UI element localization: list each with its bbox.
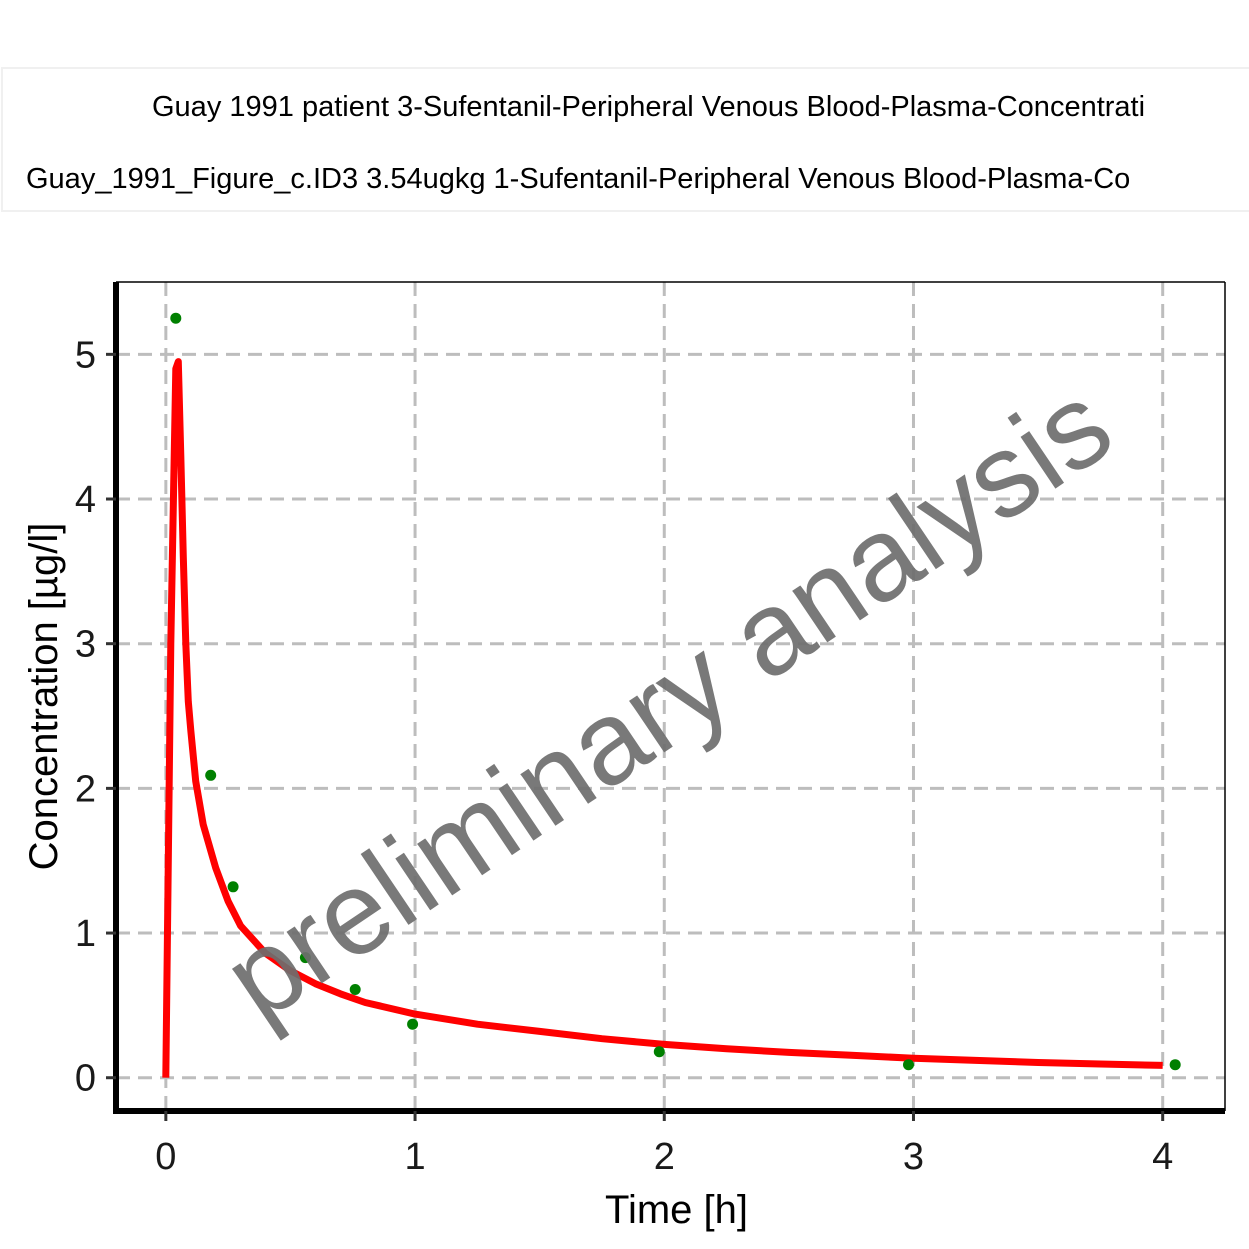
- simulated-concentration-line: [162, 358, 1163, 1078]
- observed-data-point: [205, 769, 217, 781]
- x-tick-label: 1: [404, 1136, 425, 1178]
- observed-data-point: [653, 1046, 665, 1058]
- plot-area: 0 1 2 3 4 0 1 2 3 4 5 Time [h] Concentration [µg/l]: [22, 281, 1226, 1232]
- observed-data-point: [903, 1059, 914, 1071]
- observed-data-point: [299, 952, 311, 964]
- y-tick-label: 3: [75, 624, 96, 666]
- observed-data-point: [1169, 1059, 1181, 1071]
- x-axis-title: Time [h]: [605, 1188, 748, 1232]
- legend-entry: Guay 1991 patient 3-Sufentanil-Periphera…: [152, 91, 1145, 123]
- y-tick-label: 1: [75, 913, 96, 955]
- x-tick-label: 2: [654, 1136, 675, 1178]
- y-axis-title: Concentration [µg/l]: [22, 523, 66, 871]
- observed-data-point: [227, 881, 239, 893]
- observed-data-point: [349, 984, 361, 995]
- legend-box: [1, 67, 1249, 212]
- y-tick-label: 0: [75, 1058, 96, 1100]
- y-tick-label: 2: [75, 768, 96, 810]
- y-tick-label: 5: [75, 334, 96, 376]
- x-tick-label: 3: [903, 1136, 924, 1178]
- legend-entry: Guay_1991_Figure_c.ID3 3.54ugkg 1-Sufent…: [26, 163, 1130, 195]
- legend: Guay 1991 patient 3-Sufentanil-Periphera…: [1, 67, 1249, 212]
- observed-data-point: [407, 1018, 419, 1030]
- x-tick-label: 4: [1152, 1136, 1173, 1178]
- observed-data-point: [170, 312, 182, 324]
- y-tick-label: 4: [75, 479, 96, 521]
- x-tick-label: 0: [155, 1136, 176, 1178]
